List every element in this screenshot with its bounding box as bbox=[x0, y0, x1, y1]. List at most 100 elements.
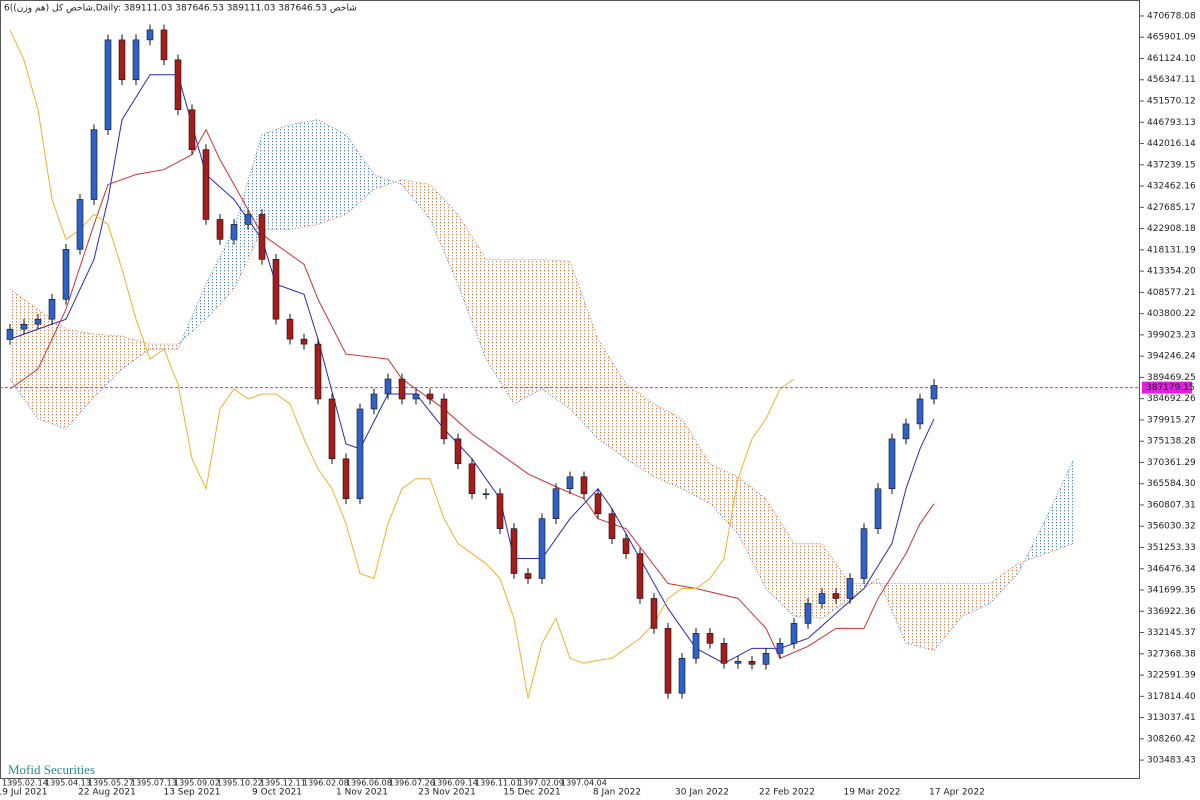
cloud-segment bbox=[766, 498, 794, 617]
x-alt-date-label: 1395.02.14 bbox=[2, 779, 48, 788]
candle-body bbox=[930, 385, 938, 400]
x-alt-date-label: 1395.05.27 bbox=[88, 779, 134, 788]
y-tick-label: 327368.38 bbox=[1147, 649, 1196, 659]
candle-body bbox=[720, 643, 728, 664]
candle-body bbox=[118, 39, 126, 81]
cloud-segment bbox=[374, 174, 402, 190]
y-tick-label: 356030.32 bbox=[1147, 522, 1196, 532]
candle-body bbox=[384, 378, 392, 395]
x-alt-date-label: 1396.11.01 bbox=[475, 779, 521, 788]
indicator-line bbox=[9, 29, 795, 699]
candle-body bbox=[230, 224, 238, 240]
y-tick-label: 437239.15 bbox=[1147, 160, 1196, 170]
y-tick-label: 379915.27 bbox=[1147, 415, 1196, 425]
candle-body bbox=[538, 518, 546, 579]
candle-body bbox=[174, 59, 182, 111]
candle-body bbox=[692, 633, 700, 659]
candle-body bbox=[76, 199, 84, 250]
candle-body bbox=[202, 149, 210, 220]
candle-body bbox=[496, 493, 504, 529]
cloud-segment bbox=[1018, 518, 1046, 574]
candle-body bbox=[286, 318, 294, 340]
x-date-label: 19 Mar 2022 bbox=[843, 788, 900, 798]
candle-body bbox=[776, 643, 784, 654]
y-tick-label: 456347.11 bbox=[1147, 75, 1196, 85]
x-alt-date-label: 1395.07.13 bbox=[131, 779, 177, 788]
y-tick-label: 418131.19 bbox=[1147, 245, 1196, 255]
current-price-box bbox=[1142, 381, 1192, 394]
cloud-segment bbox=[206, 229, 234, 320]
y-tick-label: 336922.36 bbox=[1147, 607, 1196, 617]
y-tick-label: 470678.08 bbox=[1147, 11, 1196, 21]
candle-body bbox=[146, 29, 154, 41]
candle-body bbox=[846, 578, 854, 599]
candle-body bbox=[510, 528, 518, 574]
y-tick-label: 303483.43 bbox=[1147, 756, 1196, 766]
cloud-segment bbox=[346, 134, 374, 215]
current-price-label: 387179.15 bbox=[1146, 383, 1195, 393]
candle-body bbox=[62, 249, 70, 300]
x-date-label: 1 Nov 2021 bbox=[336, 788, 388, 798]
x-date-label: 22 Feb 2022 bbox=[759, 788, 815, 798]
candle-body bbox=[6, 328, 14, 340]
cloud bbox=[9, 119, 1075, 651]
y-tick-label: 446793.13 bbox=[1147, 118, 1196, 128]
candle-body bbox=[48, 298, 56, 320]
cloud-segment bbox=[598, 339, 626, 459]
cloud-segment bbox=[94, 334, 122, 397]
candle-body bbox=[356, 408, 364, 500]
candle-body bbox=[874, 488, 882, 529]
candle-body bbox=[524, 573, 532, 579]
y-tick-label: 351253.33 bbox=[1147, 543, 1196, 553]
candle-body bbox=[622, 538, 630, 554]
candle-body bbox=[580, 476, 588, 495]
candle-body bbox=[20, 323, 28, 330]
candle-body bbox=[748, 660, 756, 665]
candle-body bbox=[34, 318, 42, 325]
candles bbox=[6, 24, 938, 699]
cloud-segment bbox=[906, 583, 934, 651]
y-tick-label: 365584.30 bbox=[1147, 479, 1196, 489]
candle-body bbox=[426, 393, 434, 400]
cloud-segment bbox=[402, 179, 430, 220]
x-alt-date-label: 1395.12.11 bbox=[260, 779, 306, 788]
candle-body bbox=[370, 393, 378, 410]
candle-body bbox=[860, 528, 868, 579]
cloud-segment bbox=[150, 344, 178, 350]
cloud-segment bbox=[570, 261, 598, 439]
candle-body bbox=[608, 513, 616, 539]
cloud-segment bbox=[738, 476, 766, 589]
y-tick-label: 313037.41 bbox=[1147, 713, 1196, 723]
cloud-segment bbox=[990, 563, 1018, 604]
candle-body bbox=[412, 393, 420, 400]
cloud-segment bbox=[262, 124, 290, 230]
cloud-segment bbox=[290, 119, 318, 230]
cloud-segment bbox=[430, 184, 458, 285]
watermark: Mofid Securities bbox=[8, 762, 95, 777]
candle-body bbox=[398, 378, 406, 400]
cloud-segment bbox=[934, 583, 962, 651]
y-tick-label: 427685.17 bbox=[1147, 203, 1196, 213]
candle-body bbox=[832, 593, 840, 599]
x-alt-date-label: 1396.02.08 bbox=[303, 779, 349, 788]
candle-body bbox=[188, 109, 196, 150]
x-date-label: 17 Apr 2022 bbox=[929, 788, 985, 798]
x-date-label: 22 Aug 2021 bbox=[78, 788, 136, 798]
candle-body bbox=[300, 338, 308, 345]
candle-body bbox=[566, 476, 574, 490]
cloud-segment bbox=[122, 336, 150, 370]
candle-body bbox=[818, 593, 826, 604]
x-date-label: 9 Oct 2021 bbox=[252, 788, 302, 798]
cloud-segment bbox=[1046, 458, 1074, 554]
candle-body bbox=[258, 214, 266, 260]
cloud-segment bbox=[822, 543, 850, 619]
candle-body bbox=[132, 39, 140, 81]
y-tick-label: 394246.24 bbox=[1147, 352, 1196, 362]
chart-title: 6(شاخص کل (هم وزن),Daily: 389111.03 3876… bbox=[4, 4, 357, 14]
cloud-segment bbox=[626, 384, 654, 477]
candle-body bbox=[468, 463, 476, 495]
x-alt-date-label: 1396.07.26 bbox=[389, 779, 435, 788]
x-date-label: 23 Nov 2021 bbox=[418, 788, 476, 798]
y-tick-label: 341699.35 bbox=[1147, 586, 1196, 596]
